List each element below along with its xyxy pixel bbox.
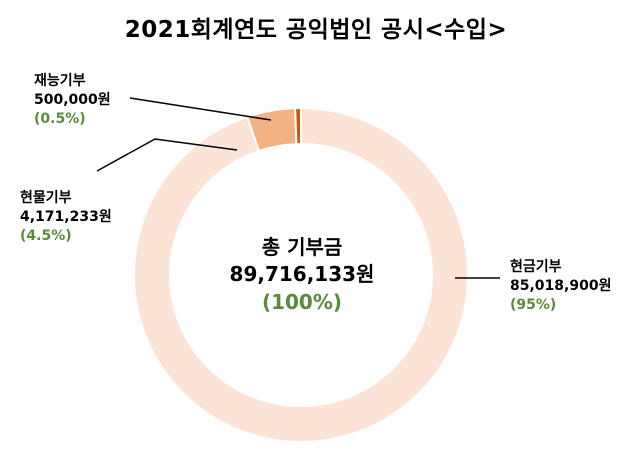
slice-label-cash-percent: (95%): [510, 297, 557, 313]
chart-title: 2021회계연도 공익법인 공시<수입>: [124, 17, 508, 43]
slice-label-cash: 현금기부 85,018,900원 (95%): [510, 258, 611, 315]
slice-label-talent-percent: (0.5%): [34, 111, 86, 127]
slice-label-goods: 현물기부 4,171,233원 (4.5%): [20, 189, 112, 246]
donut-center-label: 총 기부금 89,716,133원 (100%): [200, 234, 404, 316]
center-value: 89,716,133원: [229, 262, 375, 286]
slice-label-goods-name: 현물기부: [20, 190, 72, 206]
center-percent: (100%): [261, 290, 343, 314]
center-title: 총 기부금: [261, 235, 343, 259]
slice-label-talent: 재능기부 500,000원 (0.5%): [34, 72, 111, 129]
slice-label-goods-percent: (4.5%): [20, 228, 72, 244]
slice-label-talent-value: 500,000원: [34, 92, 111, 108]
slice-label-cash-value: 85,018,900원: [510, 278, 612, 294]
slice-cash: [133, 106, 469, 443]
leader-line-talent: [129, 97, 272, 121]
slice-talent: [294, 106, 302, 146]
slice-label-goods-value: 4,171,233원: [20, 209, 112, 225]
slice-label-talent-name: 재능기부: [34, 73, 86, 89]
slice-label-cash-name: 현금기부: [510, 259, 562, 275]
leader-line-goods: [96, 138, 238, 172]
